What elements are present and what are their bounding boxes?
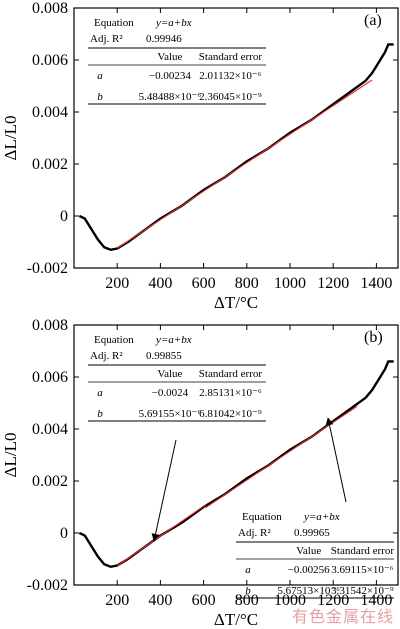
x-tick-label: 600 <box>192 592 216 609</box>
param-value: 5.48488×10⁻⁶ <box>139 91 202 103</box>
fit-table-left: Equation y=a+bx Adj. R² 0.99855 Value Standar… <box>88 334 266 422</box>
y-tick-label: 0.004 <box>32 104 68 121</box>
adj-r2-label: Adj. R² <box>238 527 271 539</box>
x-tick-label: 800 <box>235 275 259 292</box>
arrow-to-fit-right <box>325 417 347 503</box>
y-tick-label: 0.002 <box>32 473 68 490</box>
table-header: Value <box>157 51 182 63</box>
param-value: 5.67513×10⁻⁶ <box>277 585 340 597</box>
equation-label: Equation <box>94 334 134 346</box>
equation-value: y=a+bx <box>155 334 192 346</box>
x-tick-label: 600 <box>192 275 216 292</box>
param-value: −0.00234 <box>149 70 191 82</box>
table-header: Standard error <box>199 51 263 63</box>
adj-r2-value: 0.99946 <box>146 33 182 45</box>
param-name: b <box>97 408 103 420</box>
y-axis-label: ΔL/L0 <box>1 433 20 478</box>
adj-r2-value: 0.99855 <box>146 350 182 362</box>
x-tick-label: 800 <box>235 592 259 609</box>
fit-table: Equation y=a+bx Adj. R² 0.99946 Value Standar… <box>88 17 266 105</box>
y-tick-label: -0.002 <box>27 577 68 594</box>
panel-b: 200 400 600 800 1000 1200 1400 -0.002 0 0.002 0.00… <box>1 317 399 629</box>
param-name: b <box>245 585 251 597</box>
equation-label: Equation <box>242 511 282 523</box>
measured-curve <box>78 360 394 569</box>
param-value: −0.0024 <box>152 387 189 399</box>
x-tick-label: 1400 <box>360 592 392 609</box>
x-tick-label: 400 <box>148 592 172 609</box>
y-tick-label: 0 <box>60 525 68 542</box>
linear-fit-line <box>205 405 358 508</box>
x-tick-label: 1200 <box>317 592 349 609</box>
table-header: Value <box>296 545 321 557</box>
y-tick-label: 0.004 <box>32 421 68 438</box>
param-error: 6.81042×10⁻⁹ <box>199 408 262 420</box>
param-name: a <box>97 387 103 399</box>
panel-a: 200 400 600 800 1000 1200 1400 -0.002 0 0.002 0.00… <box>1 0 399 312</box>
x-axis-label: ΔT/°C <box>214 293 258 312</box>
panel-label: (a) <box>364 12 382 29</box>
param-error: 3.69115×10⁻⁶ <box>331 564 393 576</box>
param-error: 2.85131×10⁻⁶ <box>199 387 262 399</box>
table-header: Standard error <box>331 545 395 557</box>
param-value: 5.69155×10⁻⁶ <box>139 408 202 420</box>
equation-label: Equation <box>94 17 134 29</box>
x-axis-label: ΔT/°C <box>214 610 258 629</box>
linear-fit-line <box>116 504 207 567</box>
param-value: −0.00256 <box>288 564 330 576</box>
y-tick-label: 0.008 <box>32 317 68 334</box>
y-tick-label: 0 <box>60 208 68 225</box>
x-tick-label: 400 <box>148 275 172 292</box>
equation-value: y=a+bx <box>303 511 340 523</box>
table-header: Value <box>157 368 182 380</box>
y-tick-label: 0.006 <box>32 369 68 386</box>
param-name: a <box>245 564 251 576</box>
adj-r2-label: Adj. R² <box>90 33 123 45</box>
table-header: Standard error <box>199 368 263 380</box>
arrow-to-fit-left <box>151 439 177 542</box>
linear-fit-line <box>116 79 373 249</box>
param-error: 3.31542×10⁻⁹ <box>331 585 394 597</box>
fit-table-right: Equation y=a+bx Adj. R² 0.99965 Value Standar… <box>236 511 395 599</box>
plot-frame <box>73 324 399 586</box>
y-tick-label: 0.006 <box>32 52 68 69</box>
equation-value: y=a+bx <box>155 17 192 29</box>
x-tick-label: 1000 <box>274 275 306 292</box>
y-tick-label: 0.008 <box>32 0 68 17</box>
x-tick-label: 1000 <box>274 592 306 609</box>
x-tick-label: 1200 <box>317 275 349 292</box>
panel-label: (b) <box>364 329 383 346</box>
x-tick-label: 200 <box>105 275 129 292</box>
plot-frame <box>73 7 399 269</box>
y-tick-label: -0.002 <box>27 260 68 277</box>
param-name: a <box>97 70 103 82</box>
param-error: 2.36045×10⁻⁹ <box>199 91 262 103</box>
adj-r2-value: 0.99965 <box>294 527 330 539</box>
y-axis-label: ΔL/L0 <box>1 116 20 161</box>
param-name: b <box>97 91 103 103</box>
param-error: 2.01132×10⁻⁶ <box>199 70 261 82</box>
x-tick-label: 200 <box>105 592 129 609</box>
watermark: 有色金属在线 <box>291 607 394 626</box>
x-tick-label: 1400 <box>360 275 392 292</box>
y-tick-label: 0.002 <box>32 156 68 173</box>
adj-r2-label: Adj. R² <box>90 350 123 362</box>
